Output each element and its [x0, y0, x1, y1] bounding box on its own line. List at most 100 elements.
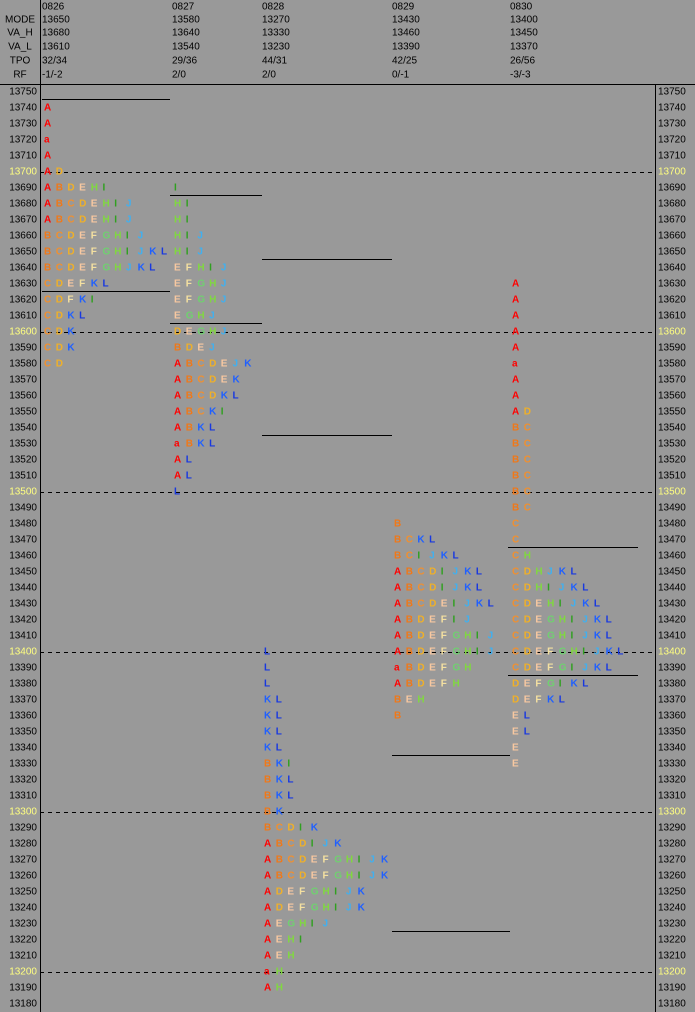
price-label: 13600	[9, 327, 37, 338]
tpo-letter: D	[524, 599, 531, 610]
price-label: 13500	[9, 487, 37, 498]
tpo-letter: J	[138, 247, 144, 258]
price-label: 13580	[658, 359, 686, 370]
price-label: 13490	[658, 503, 686, 514]
tpo-letter: J	[594, 647, 600, 658]
tpo-letter: I	[334, 903, 337, 914]
tpo-letter: B	[264, 759, 271, 770]
tpo-letter: D	[524, 615, 531, 626]
tpo-letter: D	[276, 887, 283, 898]
price-label: 13410	[658, 631, 686, 642]
price-label: 13610	[9, 311, 37, 322]
tpo-letter: K	[311, 823, 319, 834]
price-label: 13740	[658, 103, 686, 114]
tpo-letter: K	[358, 887, 366, 898]
tpo-letter: D	[299, 839, 306, 850]
tpo-letter: D	[56, 327, 63, 338]
tpo-letter: D	[524, 407, 531, 418]
tpo-letter: B	[264, 791, 271, 802]
price-label: 13480	[9, 519, 37, 530]
price-label: 13340	[9, 743, 37, 754]
tpo-letter: H	[276, 967, 283, 978]
tpo-letter: C	[44, 359, 51, 370]
session-stat: 44/31	[262, 56, 287, 67]
tpo-letter: K	[381, 855, 389, 866]
tpo-letter: I	[571, 615, 574, 626]
tpo-letter: D	[299, 871, 306, 882]
price-label: 13270	[9, 855, 37, 866]
tpo-letter: C	[287, 871, 294, 882]
row-label: MODE	[5, 15, 35, 26]
session-stat: 13640	[172, 28, 200, 39]
tpo-letter: K	[594, 631, 602, 642]
price-label: 13680	[658, 199, 686, 210]
tpo-letter: L	[186, 455, 192, 466]
tpo-letter: C	[512, 599, 519, 610]
tpo-letter: K	[276, 791, 284, 802]
tpo-letter: A	[44, 167, 51, 178]
tpo-letter: G	[197, 327, 205, 338]
price-label: 13430	[9, 599, 37, 610]
tpo-letter: A	[394, 615, 401, 626]
tpo-letter: J	[571, 599, 577, 610]
tpo-letter: B	[264, 823, 271, 834]
tpo-letter: I	[91, 295, 94, 306]
tpo-letter: G	[311, 903, 319, 914]
tpo-letter: I	[209, 263, 212, 274]
price-label: 13440	[9, 583, 37, 594]
tpo-letter: A	[394, 567, 401, 578]
price-label: 13630	[658, 279, 686, 290]
tpo-letter: K	[381, 871, 389, 882]
tpo-letter: K	[606, 647, 614, 658]
tpo-letter: E	[79, 231, 86, 242]
price-label: 13310	[9, 791, 37, 802]
tpo-letter: C	[512, 631, 519, 642]
row-label: RF	[13, 70, 26, 81]
tpo-letter: B	[264, 807, 271, 818]
price-label: 13430	[658, 599, 686, 610]
tpo-letter: J	[559, 583, 565, 594]
tpo-letter: K	[358, 903, 366, 914]
tpo-letter: A	[44, 151, 51, 162]
tpo-letter: L	[287, 791, 293, 802]
tpo-letter: J	[221, 279, 227, 290]
tpo-letter: J	[233, 359, 239, 370]
tpo-letter: C	[197, 359, 204, 370]
tpo-letter: A	[264, 983, 271, 994]
tpo-letter: A	[264, 935, 271, 946]
price-label: 13530	[658, 439, 686, 450]
price-label: 13570	[9, 375, 37, 386]
tpo-letter: A	[174, 471, 181, 482]
tpo-letter: K	[149, 247, 157, 258]
tpo-letter: J	[369, 871, 375, 882]
tpo-letter: L	[276, 695, 282, 706]
session-stat: 13680	[42, 28, 70, 39]
session-stat: 26/56	[510, 56, 535, 67]
tpo-letter: A	[264, 919, 271, 930]
tpo-letter: L	[186, 471, 192, 482]
tpo-letter: D	[429, 583, 436, 594]
tpo-letter: L	[559, 695, 565, 706]
tpo-letter: J	[126, 263, 132, 274]
price-label: 13620	[658, 295, 686, 306]
tpo-letter: C	[512, 551, 519, 562]
tpo-letter: G	[547, 631, 555, 642]
price-label: 13680	[9, 199, 37, 210]
tpo-letter: I	[358, 871, 361, 882]
tpo-letter: H	[299, 919, 306, 930]
tpo-letter: E	[311, 871, 318, 882]
tpo-letter: L	[276, 743, 282, 754]
tpo-letter: A	[512, 407, 519, 418]
tpo-letter: A	[174, 375, 181, 386]
price-label: 13300	[9, 807, 37, 818]
tpo-letter: H	[114, 231, 121, 242]
tpo-letter: D	[429, 567, 436, 578]
price-label: 13290	[658, 823, 686, 834]
tpo-letter: J	[197, 247, 203, 258]
price-label: 13470	[9, 535, 37, 546]
tpo-letter: H	[103, 215, 110, 226]
tpo-letter: K	[79, 295, 87, 306]
tpo-letter: A	[512, 327, 519, 338]
price-label: 13230	[658, 919, 686, 930]
tpo-letter: E	[174, 279, 181, 290]
